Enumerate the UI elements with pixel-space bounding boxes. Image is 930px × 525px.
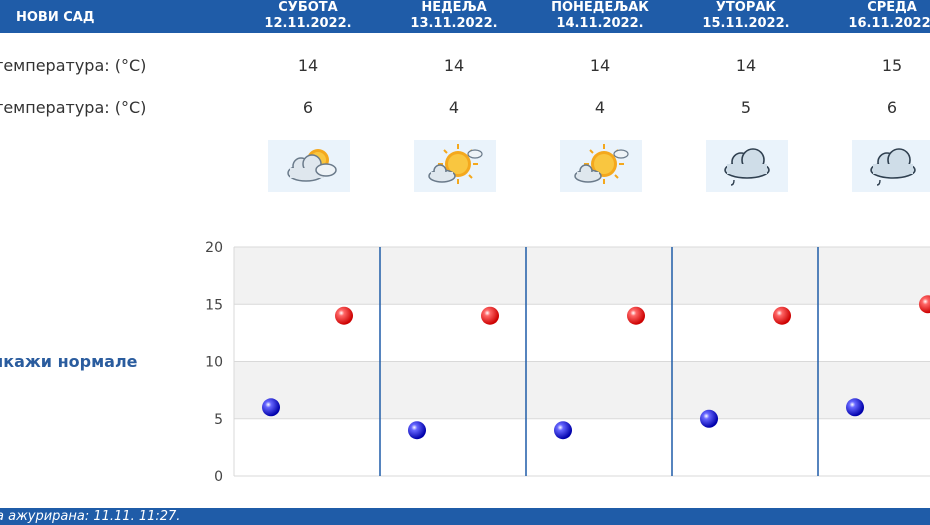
max-temp-point <box>481 306 499 325</box>
day-header-5: СРЕДА 16.11.2022. <box>832 0 930 32</box>
day-name: НЕДЕЉА <box>421 0 487 15</box>
max-temp-value: 14 <box>735 56 757 75</box>
weather-icon-cell <box>414 140 496 192</box>
max-temp-value: 14 <box>589 56 611 75</box>
grid-band <box>234 247 930 305</box>
last-updated: а ажурирана: 11.11. 11:27. <box>0 509 181 524</box>
day-date: 16.11.2022. <box>848 16 930 31</box>
y-tick-label: 20 <box>205 240 223 256</box>
day-name: УТОРАК <box>715 0 777 15</box>
sun-cloud-icon <box>287 149 337 182</box>
max-temp-label: температура: (°C) <box>0 56 147 75</box>
max-temp-value: 14 <box>443 56 465 75</box>
max-temp-point <box>919 295 930 314</box>
min-temp-point <box>408 421 426 440</box>
max-temp-point <box>335 306 353 325</box>
day-name: СУБОТА <box>278 0 338 15</box>
min-temp-label: температура: (°C) <box>0 98 147 117</box>
y-tick-label: 5 <box>214 412 223 428</box>
min-temp-point <box>846 398 864 417</box>
sun-cloud-icon <box>428 144 483 184</box>
weather-icon-cell <box>852 140 930 192</box>
temperature-chart: 0 5 10 15 20 <box>205 240 930 485</box>
max-temp-value: 14 <box>297 56 319 75</box>
min-temp-value: 6 <box>302 98 314 117</box>
weather-icon-cell <box>268 140 350 192</box>
min-temp-value: 4 <box>594 98 606 117</box>
max-temp-point <box>773 306 791 325</box>
day-date: 12.11.2022. <box>264 16 352 31</box>
grid-band <box>234 361 930 419</box>
y-tick-label: 15 <box>205 297 223 313</box>
show-normals-link[interactable]: икажи нормале <box>0 352 138 371</box>
city-name: НОВИ САД <box>16 10 95 25</box>
day-header-2: НЕДЕЉА 13.11.2022. <box>394 0 514 32</box>
rain-cloud-icon <box>724 148 770 186</box>
day-header-3: ПОНЕДЕЉАК 14.11.2022. <box>540 0 660 32</box>
min-temp-point <box>700 409 718 428</box>
min-temp-point <box>262 398 280 417</box>
footer-bar: а ажурирана: 11.11. 11:27. <box>0 508 930 525</box>
day-header-1: СУБОТА 12.11.2022. <box>248 0 368 32</box>
max-temp-point <box>627 306 645 325</box>
day-header-4: УТОРАК 15.11.2022. <box>686 0 806 32</box>
header-bar: НОВИ САД СУБОТА 12.11.2022. НЕДЕЉА 13.11… <box>0 0 930 33</box>
day-date: 15.11.2022. <box>702 16 790 31</box>
day-name: ПОНЕДЕЉАК <box>551 0 649 15</box>
weather-icon-cell <box>560 140 642 192</box>
min-temp-point <box>554 421 572 440</box>
day-name: СРЕДА <box>867 0 917 15</box>
rain-cloud-icon <box>870 148 916 186</box>
y-tick-label: 0 <box>214 469 223 485</box>
y-tick-label: 10 <box>205 355 223 371</box>
weather-icon-cell <box>706 140 788 192</box>
max-temp-value: 15 <box>881 56 903 75</box>
sun-cloud-icon <box>574 144 629 184</box>
min-temp-value: 5 <box>740 98 752 117</box>
day-date: 13.11.2022. <box>410 16 498 31</box>
day-date: 14.11.2022. <box>556 16 644 31</box>
min-temp-value: 6 <box>886 98 898 117</box>
min-temp-value: 4 <box>448 98 460 117</box>
